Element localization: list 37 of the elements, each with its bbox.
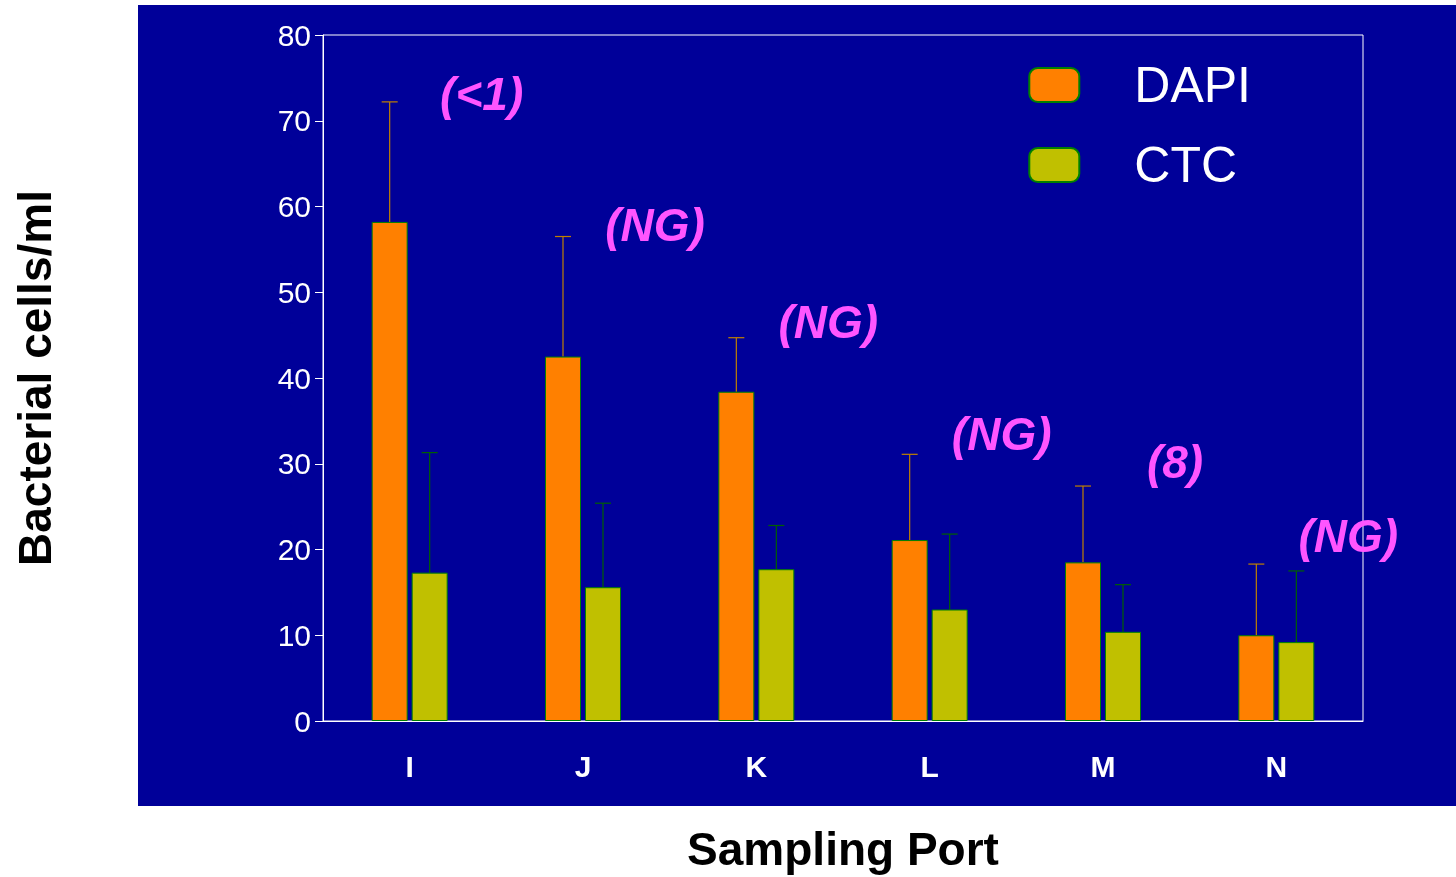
y-axis-title: Bacterial cells/ml [9, 190, 61, 566]
bar [891, 540, 928, 721]
bar [545, 356, 581, 721]
bar [758, 569, 795, 721]
bar [1278, 642, 1315, 721]
x-tick-label: L [920, 749, 939, 783]
bar [1065, 562, 1101, 721]
x-axis-title: Sampling Port [687, 823, 999, 875]
bar [1238, 635, 1275, 721]
annotation: (NG) [778, 295, 879, 348]
y-tick-label: 20 [277, 533, 311, 566]
x-tick-label: N [1265, 749, 1288, 783]
bar [1105, 631, 1141, 721]
y-tick-label: 10 [277, 618, 311, 652]
bar [411, 572, 448, 721]
annotation: (8) [1146, 436, 1204, 489]
annotation: (NG) [605, 198, 705, 251]
x-tick-label: M [1090, 749, 1116, 783]
y-tick-label: 60 [277, 190, 311, 223]
x-tick-label: K [745, 749, 768, 783]
bar [371, 221, 408, 721]
y-tick-label: 50 [277, 275, 311, 309]
y-tick-label: 40 [277, 361, 311, 395]
bar [585, 587, 621, 721]
annotation: (NG) [1298, 510, 1399, 563]
y-tick-label: 0 [294, 704, 311, 738]
y-tick-label: 30 [277, 447, 311, 481]
x-tick-label: J [574, 749, 592, 783]
x-tick-label: I [405, 749, 414, 783]
bar [718, 391, 755, 721]
legend-label: DAPI [1134, 57, 1251, 113]
y-tick-label: 70 [277, 104, 311, 138]
y-tick-label: 80 [277, 18, 311, 52]
bar [931, 609, 968, 721]
legend-label: CTC [1134, 137, 1238, 193]
annotation: (NG) [951, 408, 1052, 461]
annotation: (<1) [440, 67, 524, 120]
